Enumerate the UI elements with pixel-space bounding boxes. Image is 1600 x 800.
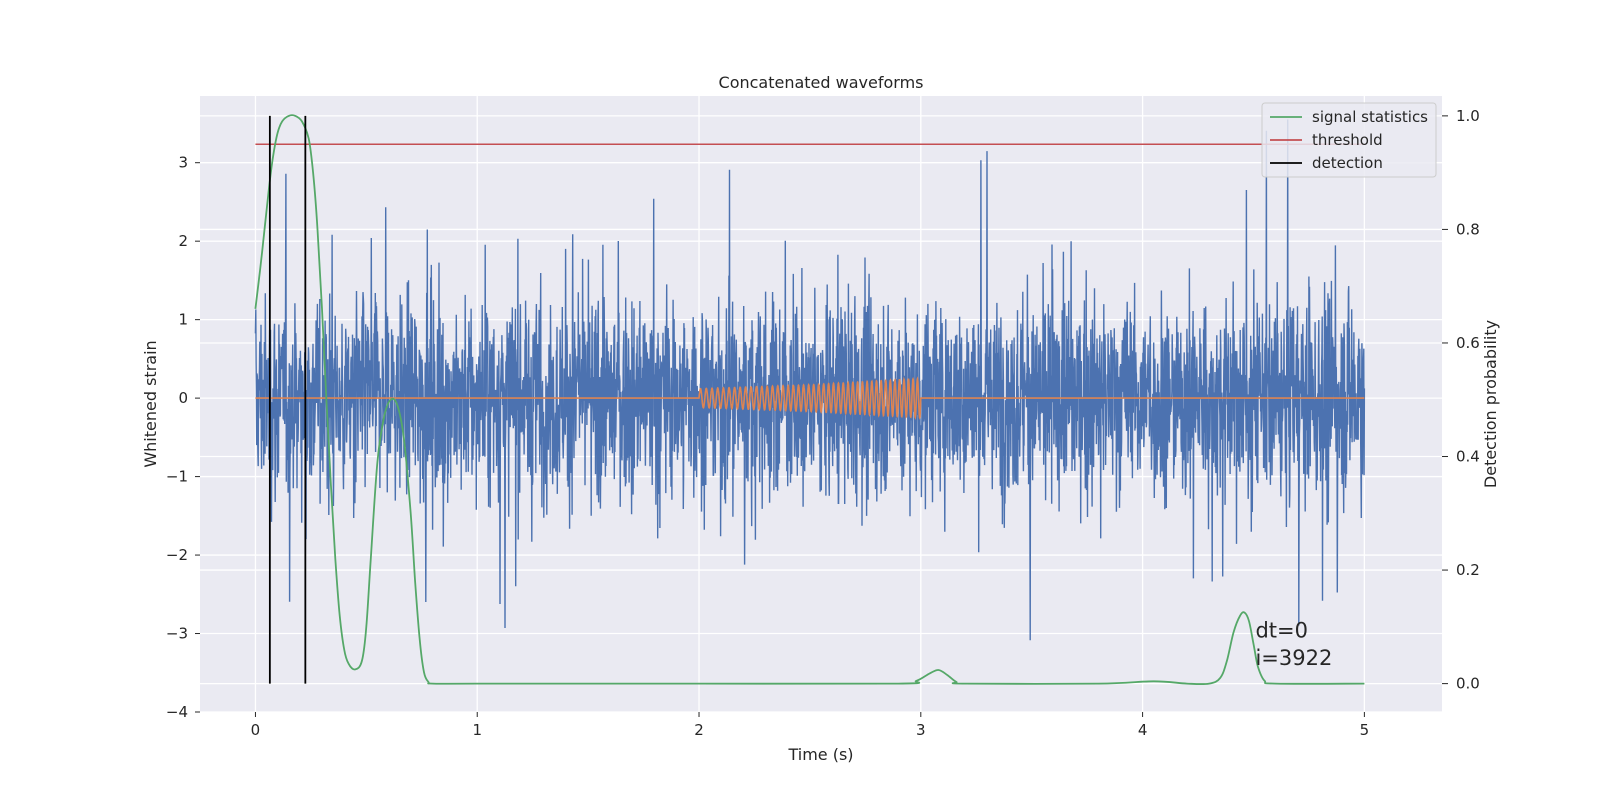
y-tick-label: −2: [166, 546, 188, 564]
chart-title: Concatenated waveforms: [719, 73, 924, 92]
x-tick-label: 3: [916, 721, 926, 739]
legend-label: threshold: [1312, 131, 1383, 149]
y2-tick-label: 0.8: [1456, 220, 1480, 238]
y2-tick-label: 0.4: [1456, 448, 1480, 466]
legend: signal statistics threshold detection: [1261, 102, 1437, 178]
y2-tick-label: 0.6: [1456, 334, 1480, 352]
x-axis-title: Time (s): [787, 745, 853, 764]
legend-label: detection: [1312, 154, 1383, 172]
series-template-line: [255, 376, 1365, 420]
axes: 0 1 2 3 4 5 −4 −3 −2 −1 0 1 2 3 0.0 0.2 0.4 0.6 0.8 1.0: [166, 107, 1480, 739]
x-tick-label: 5: [1360, 721, 1370, 739]
y2-tick-label: 0.2: [1456, 561, 1480, 579]
y2-tick-label: 0.0: [1456, 675, 1480, 693]
x-tick-label: 2: [694, 721, 704, 739]
annotation-text: dt=0: [1255, 619, 1308, 643]
y-tick-label: −4: [166, 703, 188, 721]
series-signal-statistics-line: [254, 114, 1365, 686]
y-tick-label: −3: [166, 625, 188, 643]
y-tick-label: −1: [166, 468, 188, 486]
y-tick-label: 3: [178, 154, 188, 172]
y-axis-title: Whitened strain: [141, 340, 160, 467]
plot-content: [254, 114, 1366, 686]
annotation-text: i=3922: [1255, 646, 1332, 670]
x-tick-label: 1: [472, 721, 482, 739]
y-tick-label: 0: [178, 389, 188, 407]
y2-tick-label: 1.0: [1456, 107, 1480, 125]
legend-label: signal statistics: [1312, 108, 1428, 126]
x-tick-label: 4: [1138, 721, 1148, 739]
annotations: dt=0 i=3922: [1255, 619, 1332, 670]
series-strain-line: [254, 119, 1366, 641]
legend-box: [1261, 102, 1437, 178]
y-tick-label: 2: [178, 232, 188, 250]
x-tick-label: 0: [251, 721, 261, 739]
y-tick-label: 1: [178, 311, 188, 329]
y2-axis-title: Detection probability: [1481, 320, 1500, 488]
